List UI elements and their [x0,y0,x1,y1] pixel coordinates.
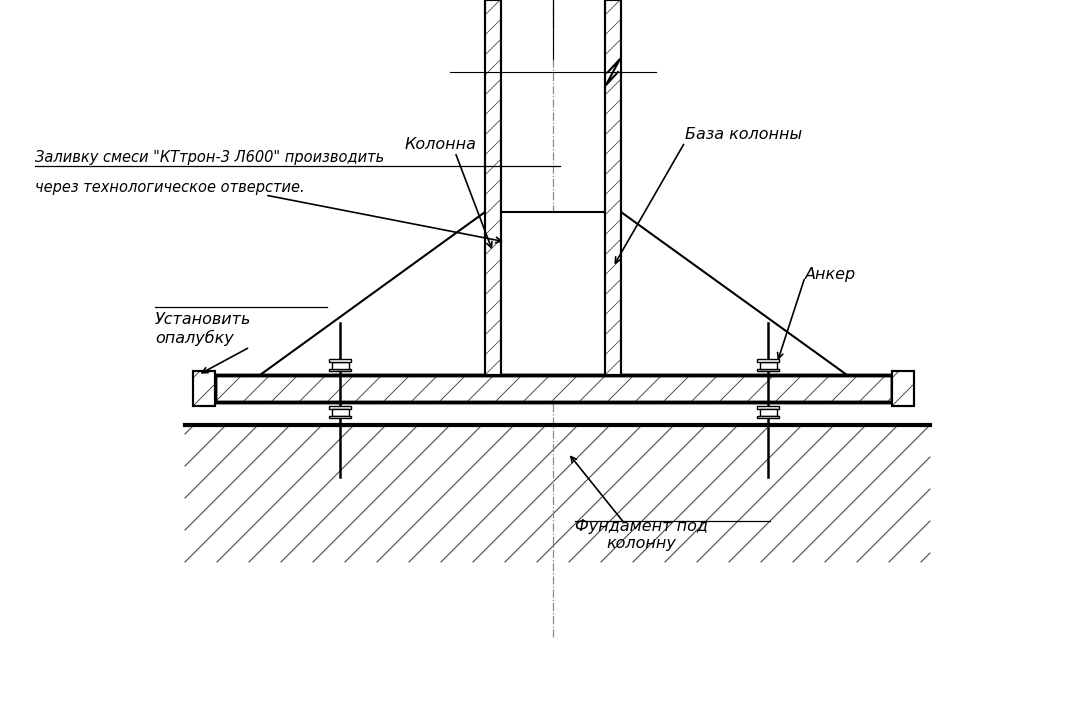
Bar [605,0,621,375]
Bar [332,409,349,415]
Bar [215,375,892,402]
Bar [892,371,914,406]
Bar [485,0,501,375]
Bar [193,371,215,406]
Bar [757,359,779,361]
Bar [215,375,892,402]
Polygon shape [260,212,847,375]
Text: через технологическое отверстие.: через технологическое отверстие. [35,180,305,195]
Bar [892,371,914,406]
Text: Анкер: Анкер [805,267,856,282]
Bar [757,406,779,409]
Bar [605,0,621,375]
Text: Установить
опалубку: Установить опалубку [155,312,252,346]
Bar [329,406,351,409]
Bar [193,371,215,406]
Bar [332,361,349,369]
Bar [329,415,351,418]
Bar [329,359,351,361]
Text: Колонна: Колонна [405,137,477,152]
Text: Фундамент под
колонну: Фундамент под колонну [575,519,708,551]
Bar [759,361,776,369]
Bar [329,369,351,371]
Text: Заливку смеси "КТтрон-3 Л600" производить: Заливку смеси "КТтрон-3 Л600" производит… [35,150,384,165]
Bar [485,0,501,375]
Bar [757,415,779,418]
Text: База колонны: База колонны [685,127,802,142]
Bar [757,369,779,371]
Bar [759,409,776,415]
